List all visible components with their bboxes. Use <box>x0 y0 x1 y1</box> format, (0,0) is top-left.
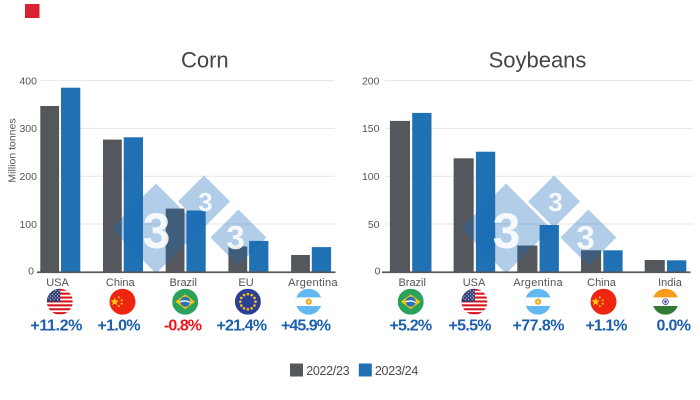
svg-text:+77.8%: +77.8% <box>513 317 565 334</box>
svg-text:Million tonnes: Million tonnes <box>7 118 19 182</box>
svg-text:100: 100 <box>362 171 380 183</box>
svg-text:EU: EU <box>238 277 253 289</box>
svg-text:Brazil: Brazil <box>169 277 197 289</box>
svg-text:50: 50 <box>368 219 380 231</box>
svg-text:Brazil: Brazil <box>398 277 426 289</box>
svg-text:2022/23: 2022/23 <box>306 364 349 378</box>
svg-text:+21.4%: +21.4% <box>217 317 267 334</box>
svg-text:100: 100 <box>19 219 37 231</box>
svg-text:India: India <box>658 277 683 289</box>
svg-text:Argentina: Argentina <box>513 277 563 289</box>
svg-text:USA: USA <box>46 277 69 289</box>
svg-text:3: 3 <box>198 187 212 217</box>
svg-text:+5.2%: +5.2% <box>390 317 433 334</box>
svg-text:+1.1%: +1.1% <box>586 317 628 334</box>
svg-text:China: China <box>587 277 617 289</box>
svg-text:200: 200 <box>362 75 380 87</box>
svg-text:0: 0 <box>28 265 34 277</box>
svg-text:400: 400 <box>19 75 37 87</box>
svg-text:+5.5%: +5.5% <box>449 317 492 334</box>
svg-text:200: 200 <box>19 171 37 183</box>
svg-text:300: 300 <box>19 123 37 135</box>
svg-text:3: 3 <box>143 203 171 259</box>
svg-text:+1.0%: +1.0% <box>97 317 140 334</box>
svg-text:0: 0 <box>375 265 381 277</box>
svg-text:-0.8%: -0.8% <box>164 317 202 334</box>
svg-text:Argentina: Argentina <box>288 277 338 289</box>
svg-text:Corn: Corn <box>181 47 229 72</box>
svg-text:China: China <box>106 277 136 289</box>
svg-text:3: 3 <box>226 219 244 256</box>
svg-text:+11.2%: +11.2% <box>30 317 82 334</box>
svg-text:+45.9%: +45.9% <box>281 317 331 334</box>
svg-text:150: 150 <box>362 123 380 135</box>
svg-text:USA: USA <box>463 277 486 289</box>
svg-text:2023/24: 2023/24 <box>375 364 418 378</box>
svg-text:Soybeans: Soybeans <box>489 47 587 72</box>
svg-text:0.0%: 0.0% <box>656 317 691 334</box>
